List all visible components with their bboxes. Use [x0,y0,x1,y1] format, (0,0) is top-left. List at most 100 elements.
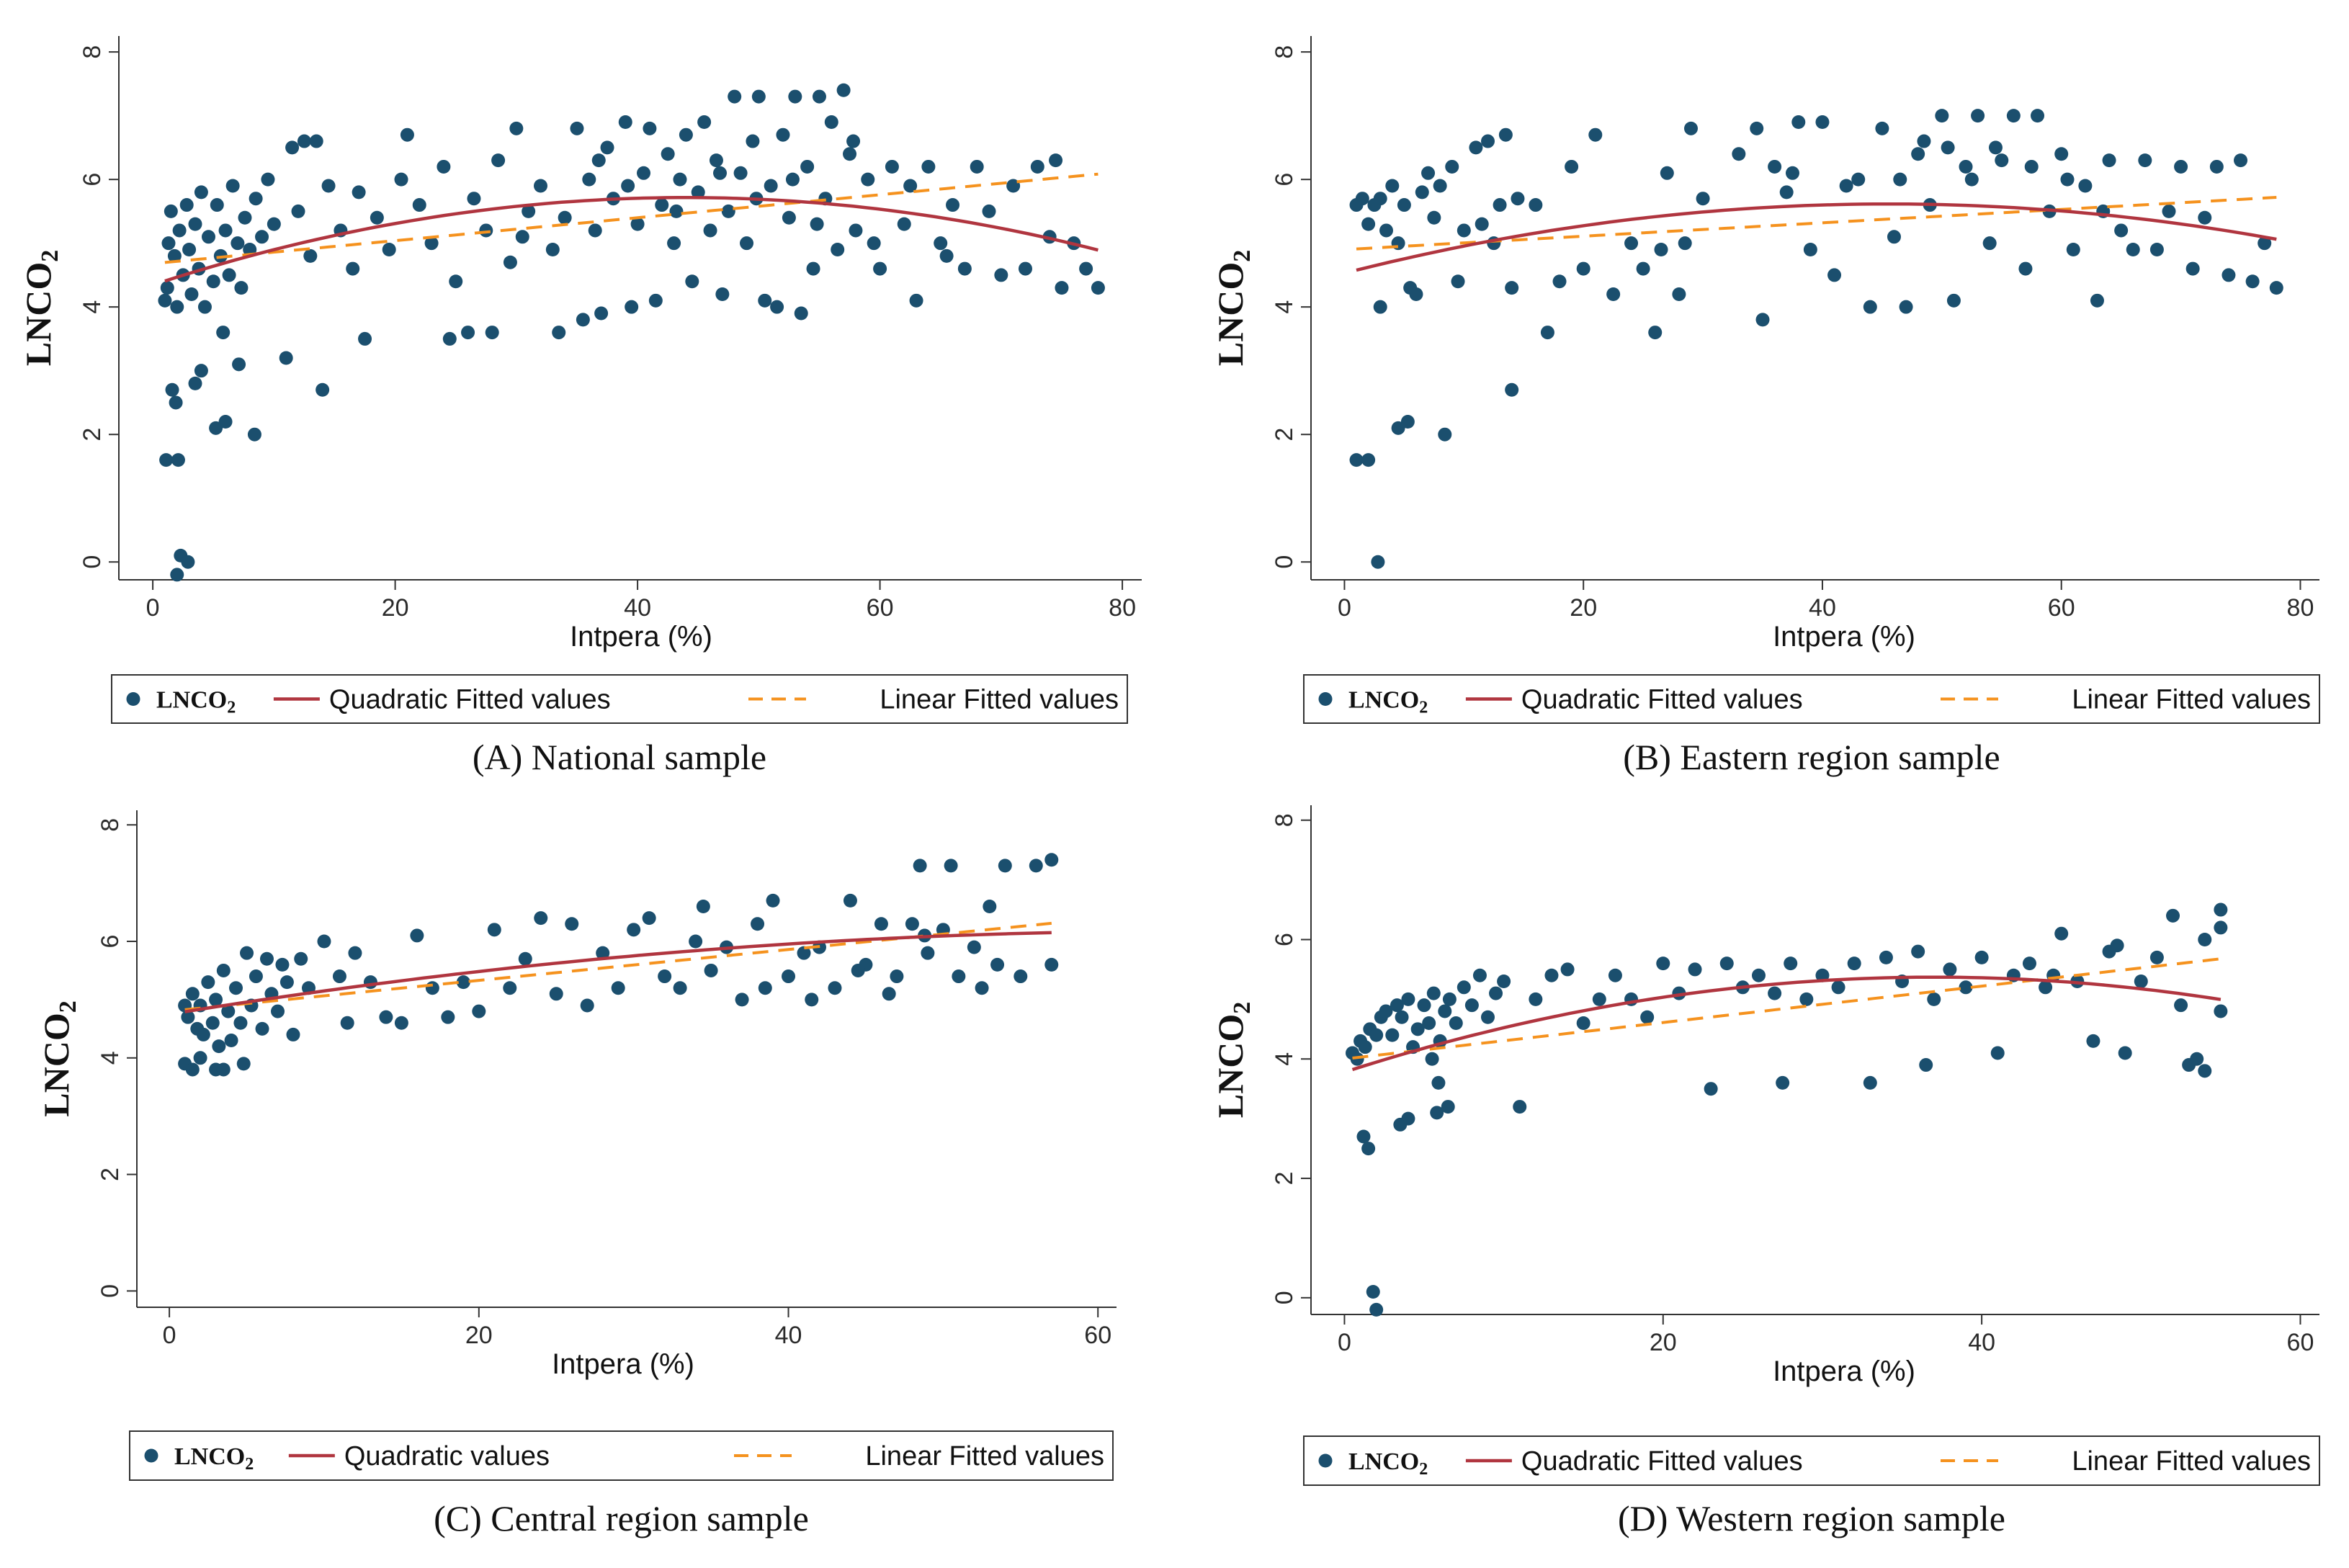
scatter-point [1489,986,1503,1000]
scatter-point [1417,998,1431,1013]
legend-points-sub: 2 [245,1455,254,1474]
scatter-point [2234,153,2248,168]
y-axis-title-sub: 2 [37,250,63,262]
scatter-point [2039,980,2053,995]
scatter-point [2006,109,2021,123]
scatter-point [188,217,202,231]
scatter-point [658,969,672,984]
scatter-point [704,963,718,977]
scatter-point [2198,210,2212,225]
panel-caption: (D) Western region sample [1618,1498,2005,1538]
x-tick-label: 80 [2287,594,2314,622]
scatter-point [1469,140,1483,155]
scatter-point [1409,287,1423,301]
scatter-point [970,159,984,174]
scatter-point [1511,192,1525,206]
x-tick-label: 60 [1084,1322,1111,1349]
scatter-point [503,255,517,269]
scatter-point [1464,998,1479,1013]
scatter-point [212,1039,226,1054]
scatter-point [216,1062,231,1077]
scatter-point [1654,243,1668,257]
scatter-point [1415,185,1429,200]
scatter-point [1576,261,1590,276]
scatter-point [196,1027,210,1041]
scatter-point [1480,134,1495,148]
scatter-point [770,300,784,314]
scatter-point [611,981,625,995]
scatter-point [861,172,875,187]
scatter-point [271,1004,285,1018]
scatter-point [1457,980,1471,995]
legend-quadratic-label: Quadratic Fitted values [1521,685,1803,715]
y-tick-label: 8 [79,45,106,59]
x-tick-label: 80 [1109,594,1136,622]
scatter-point [713,166,728,180]
scatter-point [303,248,318,263]
linear-fit-line [1352,957,2222,1059]
scatter-point [1935,109,1949,123]
legend: LNCO2 Quadratic Fitted values Linear Fitte… [111,674,1128,724]
y-tick-label: 8 [97,818,124,832]
scatter-point [1815,115,1830,129]
scatter-point [588,223,602,238]
scatter-point [1911,147,1925,161]
scatter-point [591,153,606,168]
scatter-point [352,185,366,200]
scatter-point [1565,159,1579,174]
scatter-point [751,89,766,104]
legend-points-sub: 2 [227,699,236,717]
scatter-point [442,331,457,346]
scatter-point [782,210,796,225]
scatter-point [479,223,493,238]
scatter-point [181,555,195,569]
scatter-point [358,331,372,346]
scatter-point [1513,1100,1527,1114]
y-tick-label: 6 [1271,173,1298,187]
scatter-point [461,326,475,340]
scatter-point [2078,179,2093,193]
x-axis-title: Intpera (%) [1773,621,1915,653]
legend-quadratic-label: Quadratic Fitted values [329,685,611,715]
x-tick-label: 20 [465,1322,493,1349]
y-tick-label: 6 [1271,933,1298,946]
scatter-point [1433,179,1447,193]
panel-caption: (C) Central region sample [434,1498,809,1538]
scatter-point [1355,192,1369,206]
scatter-point [225,179,240,193]
scatter-point [1361,1142,1376,1156]
y-tick-label: 2 [97,1168,124,1181]
scatter-point [449,274,463,289]
scatter-point [2214,920,2228,935]
scatter-point [1552,274,1567,289]
scatter-point [1472,968,1487,982]
scatter-point [1385,1028,1400,1042]
quadratic-fit-line [184,931,1052,1013]
scatter-point [1974,950,1989,964]
scatter-point [2162,204,2176,218]
scatter-point [400,127,414,142]
scatter-point [332,969,346,984]
scatter-point [218,223,233,238]
x-tick-label: 40 [775,1322,802,1349]
scatter-point [179,198,194,212]
scatter-point [224,1034,238,1048]
y-axis-title-sub: 2 [55,1000,81,1013]
scatter-point [340,1016,354,1030]
x-tick-label: 20 [1650,1329,1677,1356]
scatter-point [800,159,815,174]
scatter-point [785,172,800,187]
scatter-point [467,192,481,206]
scatter-point [939,248,954,263]
scatter-point [1959,980,1973,995]
scatter-point [1732,147,1746,161]
scatter-point [240,946,254,960]
scatter-point [1847,957,1861,971]
x-tick-label: 60 [2287,1329,2314,1356]
scatter-point [1529,198,1543,212]
scatter-point [2090,293,2104,308]
x-axis-title: Intpera (%) [570,621,712,653]
scatter-point [2110,938,2124,953]
